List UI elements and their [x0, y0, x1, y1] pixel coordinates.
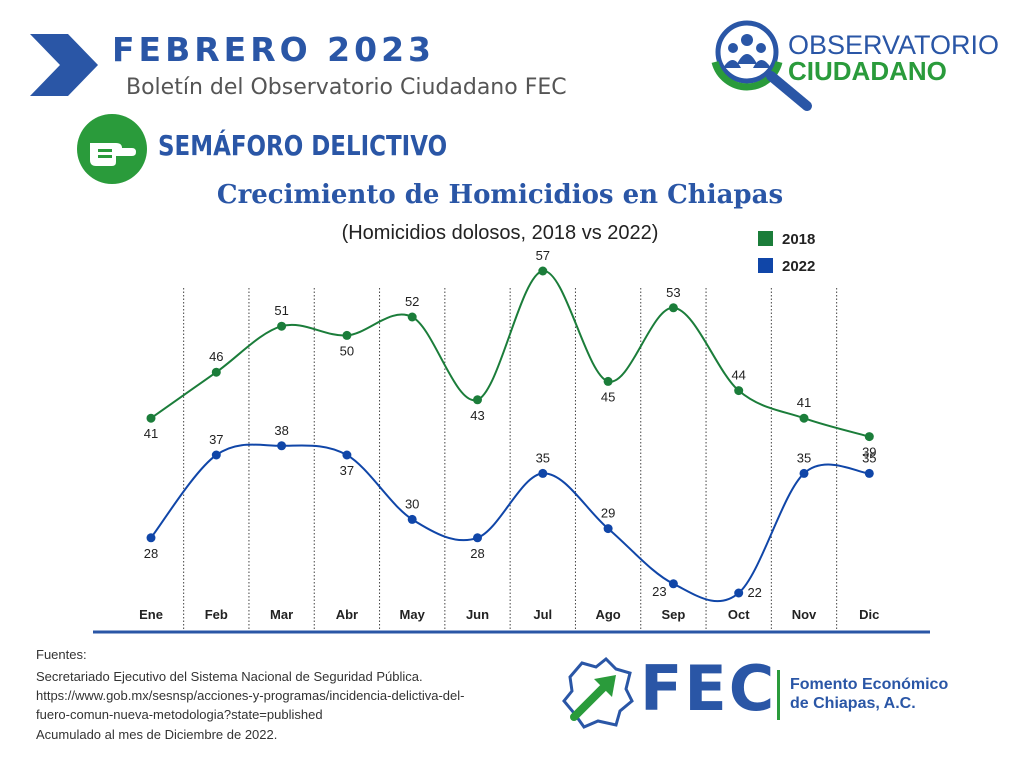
chevron-right-icon	[30, 34, 98, 96]
data-label-2022: 35	[536, 450, 550, 465]
data-point-2022	[146, 533, 156, 543]
data-label-2018: 52	[405, 294, 419, 309]
data-point-2018	[668, 303, 678, 313]
data-point-2022	[342, 450, 352, 460]
section-title: SEMÁFORO DELICTIVO	[158, 129, 448, 162]
observatorio-name: OBSERVATORIO	[788, 30, 1000, 60]
x-tick-label: Mar	[270, 607, 293, 622]
legend: 2018 2022	[758, 231, 815, 275]
x-tick-label: May	[400, 607, 426, 622]
data-point-2018	[211, 367, 221, 377]
source-line: Acumulado al mes de Diciembre de 2022.	[36, 727, 278, 742]
data-label-2022: 37	[340, 463, 354, 478]
ciudadano-name: CIUDADANO	[788, 56, 947, 86]
data-point-2018	[473, 395, 482, 405]
x-tick-label: Jul	[533, 607, 552, 622]
data-point-2022	[864, 468, 874, 478]
data-point-2018	[864, 432, 874, 442]
data-label-2018: 41	[144, 426, 158, 441]
data-point-2022	[211, 450, 221, 460]
data-label-2022: 38	[274, 423, 288, 438]
chart-title: Crecimiento de Homicidios en Chiapas	[216, 180, 784, 210]
chiapas-map-arrow-icon	[562, 656, 634, 729]
legend-swatch	[758, 231, 773, 246]
data-label-2018: 53	[666, 285, 680, 300]
data-label-2022: 28	[470, 546, 484, 561]
data-point-2022	[538, 468, 548, 478]
data-label-2022: 23	[652, 584, 666, 599]
data-point-2018	[342, 330, 352, 340]
x-tick-label: Ene	[139, 607, 163, 622]
data-point-2018	[146, 413, 156, 423]
bulletin-month: FEBRERO 2023	[112, 30, 435, 69]
data-label-2022: 35	[862, 450, 876, 465]
data-label-2022: 28	[144, 546, 158, 561]
data-point-2018	[799, 413, 809, 423]
fec-org-name: Fomento Económico	[790, 676, 949, 693]
data-point-2018	[538, 266, 548, 276]
data-label-2018: 46	[209, 349, 223, 364]
hand-point-icon	[77, 114, 147, 184]
x-tick-label: Nov	[792, 607, 817, 622]
data-point-2018	[603, 376, 613, 386]
data-label-2018: 39	[862, 445, 876, 460]
bulletin-subtitle: Boletín del Observatorio Ciudadano FEC	[126, 75, 567, 100]
data-point-2022	[668, 579, 678, 589]
x-tick-label: Ago	[595, 607, 620, 622]
x-tick-labels: Ene Feb Mar Abr May Jun Jul Ago Sep Oct Nov Dic	[139, 607, 879, 622]
data-point-2018	[277, 321, 287, 331]
sources-label: Fuentes:	[36, 647, 87, 662]
data-point-2018	[734, 386, 744, 396]
observatorio-logo	[711, 20, 812, 111]
data-labels: 41 46 51 50 52 43 57 45 53 44 41 39 28 37 38 37 30 28 35 29…	[144, 248, 877, 600]
x-tick-label: Dic	[859, 607, 879, 622]
series-line-2022	[150, 443, 870, 603]
x-tick-label: Oct	[728, 607, 750, 622]
data-label-2018: 50	[340, 343, 354, 358]
x-tick-label: Abr	[336, 607, 358, 622]
data-point-2022	[799, 468, 809, 478]
legend-swatch	[758, 258, 773, 273]
x-tick-label: Jun	[466, 607, 489, 622]
data-label-2018: 51	[274, 303, 288, 318]
data-label-2022: 30	[405, 496, 419, 511]
x-tick-label: Sep	[661, 607, 685, 622]
x-tick-label: Feb	[205, 607, 228, 622]
data-label-2022: 35	[797, 450, 811, 465]
data-point-2022	[473, 533, 482, 543]
data-label-2018: 41	[797, 395, 811, 410]
source-link[interactable]: fuero-comun-nueva-metodologia?state=publ…	[36, 707, 323, 722]
data-point-2022	[407, 514, 417, 524]
data-label-2022: 22	[747, 585, 761, 600]
grid-lines	[183, 288, 838, 630]
magnifier-people-icon	[711, 20, 812, 111]
data-label-2018: 45	[601, 389, 615, 404]
data-points	[146, 266, 874, 598]
source-link[interactable]: https://www.gob.mx/sesnsp/acciones-y-pro…	[36, 688, 465, 703]
chart-subtitle: (Homicidios dolosos, 2018 vs 2022)	[341, 222, 659, 244]
data-label-2022: 29	[601, 506, 615, 521]
data-point-2022	[603, 524, 613, 534]
legend-label: 2022	[782, 258, 815, 275]
data-label-2018: 44	[731, 368, 745, 383]
legend-label: 2018	[782, 231, 815, 248]
data-point-2018	[407, 312, 417, 322]
data-point-2022	[277, 441, 287, 451]
fec-wordmark: FEC	[640, 652, 777, 725]
data-point-2022	[734, 588, 744, 598]
data-label-2022: 37	[209, 432, 223, 447]
data-label-2018: 43	[470, 408, 484, 423]
source-line: Secretariado Ejecutivo del Sistema Nacio…	[36, 669, 423, 684]
data-label-2018: 57	[536, 248, 550, 263]
fec-divider	[777, 670, 780, 720]
fec-org-name: de Chiapas, A.C.	[790, 695, 916, 712]
